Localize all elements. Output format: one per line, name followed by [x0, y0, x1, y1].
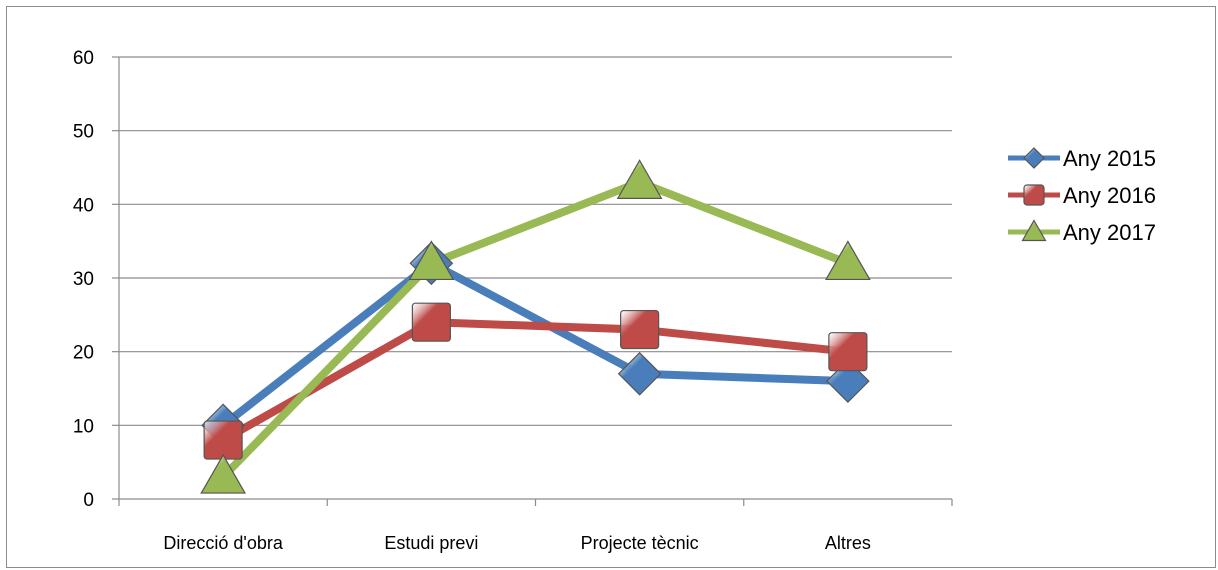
data-point [828, 332, 868, 372]
y-tick-label: 30 [73, 269, 94, 290]
data-point [620, 309, 660, 350]
chart-frame [6, 6, 1216, 568]
data-point [824, 240, 871, 281]
legend-marker [1023, 184, 1045, 206]
data-point [617, 351, 662, 396]
y-tick-label: 20 [73, 343, 94, 364]
legend-marker [1021, 219, 1047, 242]
x-tick-label: Altres [825, 533, 871, 553]
data-point [203, 420, 243, 460]
series-line [219, 318, 852, 445]
series-line [219, 178, 852, 481]
series-lines [200, 159, 871, 494]
series-line [219, 259, 852, 430]
axes: 0 10 20 30 40 50 60 Direcció d'obra Estudi previ… [73, 48, 953, 553]
y-tick-label: 60 [73, 48, 94, 69]
data-point [408, 240, 455, 281]
legend-label: Any 2016 [1063, 183, 1156, 208]
data-point [200, 453, 247, 494]
y-tick-label: 10 [73, 416, 94, 437]
grid-lines [119, 56, 952, 426]
y-tick-label: 40 [73, 195, 94, 216]
y-tick-label: 50 [73, 122, 94, 143]
legend: Any 2015 Any 2016 Any 2017 [1008, 146, 1156, 245]
x-tick-label: Projecte tècnic [581, 533, 699, 553]
legend-marker [1023, 147, 1045, 169]
x-tick-label: Direcció d'obra [163, 533, 283, 553]
y-tick-label: 0 [83, 490, 94, 511]
legend-label: Any 2015 [1063, 146, 1156, 171]
data-point [616, 159, 663, 199]
legend-label: Any 2017 [1063, 220, 1156, 245]
data-point [411, 302, 451, 342]
x-tick-label: Estudi previ [384, 533, 478, 553]
